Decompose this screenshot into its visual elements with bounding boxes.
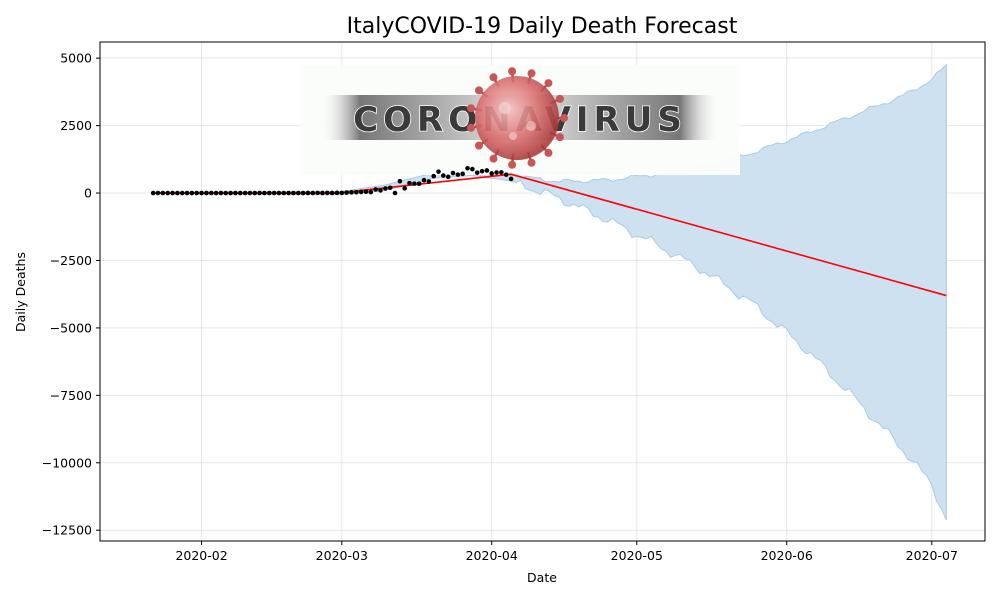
observed-point — [450, 170, 456, 176]
observed-point — [349, 190, 354, 195]
y-axis-label: Daily Deaths — [13, 252, 28, 332]
observed-point — [237, 190, 243, 196]
observed-point — [281, 190, 287, 196]
x-tick-label: 2020-03 — [316, 548, 368, 563]
observed-point — [387, 185, 393, 191]
observed-point — [407, 180, 412, 186]
observed-point — [324, 190, 330, 196]
observed-point — [474, 170, 480, 175]
observed-point — [291, 190, 296, 196]
observed-point — [150, 190, 156, 196]
observed-point — [208, 190, 214, 196]
observed-point — [431, 173, 436, 179]
observed-point — [310, 190, 316, 196]
observed-point — [247, 190, 253, 196]
observed-point — [421, 177, 427, 183]
observed-point — [179, 190, 185, 196]
observed-point — [329, 190, 335, 196]
observed-point — [213, 190, 219, 196]
observed-point — [233, 190, 238, 196]
observed-point — [286, 190, 291, 196]
x-axis: 2020-02 2020-03 2020-04 2020-05 2020-06 2020-… — [175, 541, 958, 563]
observed-point — [489, 171, 495, 176]
observed-point — [441, 173, 446, 178]
x-tick-label: 2020-02 — [175, 548, 227, 563]
observed-point — [276, 190, 282, 196]
observed-point — [295, 190, 301, 196]
observed-point — [354, 189, 359, 195]
observed-point — [499, 170, 504, 175]
observed-point — [252, 190, 258, 196]
observed-point — [175, 190, 180, 196]
observed-point — [484, 168, 490, 173]
observed-point — [397, 178, 403, 184]
observed-point — [199, 190, 204, 196]
y-tick-label: −12500 — [42, 523, 92, 538]
observed-point — [436, 169, 441, 174]
observed-point — [320, 190, 325, 196]
y-tick-label: −2500 — [50, 253, 92, 268]
plot-frame — [99, 41, 986, 542]
observed-point — [242, 190, 248, 196]
y-tick-label: −10000 — [42, 455, 92, 470]
observed-point — [315, 190, 320, 196]
observed-point — [479, 168, 485, 174]
observed-point — [160, 190, 166, 196]
observed-point — [305, 190, 311, 196]
y-tick-label: 5000 — [60, 51, 92, 66]
virus-icon — [467, 67, 568, 169]
x-tick-label: 2020-07 — [906, 548, 958, 563]
x-tick-label: 2020-05 — [611, 548, 663, 563]
observed-point — [228, 190, 233, 196]
observed-point — [184, 190, 190, 196]
y-tick-label: −5000 — [50, 320, 92, 335]
observed-point — [465, 165, 470, 171]
x-tick-label: 2020-04 — [466, 548, 518, 563]
coronavirus-overlay-image: CORONAVIRUS — [300, 65, 740, 175]
y-tick-label: 0 — [84, 186, 92, 201]
observed-point — [363, 189, 369, 195]
observed-point — [223, 190, 229, 196]
observed-point — [373, 187, 378, 192]
observed-point — [402, 186, 407, 191]
observed-point — [508, 176, 514, 182]
observed-point — [300, 190, 306, 196]
observed-point — [392, 190, 398, 196]
observed-point — [155, 190, 161, 196]
observed-point — [358, 189, 364, 195]
observed-point — [194, 190, 200, 196]
observed-point — [383, 186, 388, 191]
y-axis: 5000 2500 0 −2500 −5000 −7500 −10000 −12500 — [42, 51, 100, 538]
observed-point — [339, 190, 345, 196]
observed-point — [165, 190, 171, 196]
observed-point — [426, 179, 432, 184]
observed-point — [266, 190, 272, 196]
observed-point — [460, 171, 466, 177]
observed-point — [470, 166, 475, 172]
observed-point — [344, 190, 349, 195]
observed-point — [412, 181, 417, 186]
observed-point — [416, 181, 422, 187]
observed-point — [257, 190, 262, 196]
observed-point — [189, 190, 195, 196]
observed-point — [368, 189, 374, 195]
observed-point — [271, 190, 277, 196]
observed-point — [378, 188, 383, 193]
observed-point — [494, 170, 499, 175]
observed-point — [455, 172, 461, 177]
y-tick-label: 2500 — [60, 118, 92, 133]
observed-point — [262, 190, 267, 196]
observed-point — [218, 190, 224, 196]
observed-point — [334, 190, 340, 196]
y-tick-label: −7500 — [50, 388, 92, 403]
observed-point — [170, 190, 175, 196]
observed-point — [503, 172, 509, 177]
observed-point — [204, 190, 209, 196]
x-tick-label: 2020-06 — [761, 548, 813, 563]
observed-layer — [150, 165, 514, 196]
observed-point — [445, 174, 451, 180]
x-axis-label: Date — [527, 570, 557, 585]
chart-title: ItalyCOVID-19 Daily Death Forecast — [347, 14, 738, 39]
